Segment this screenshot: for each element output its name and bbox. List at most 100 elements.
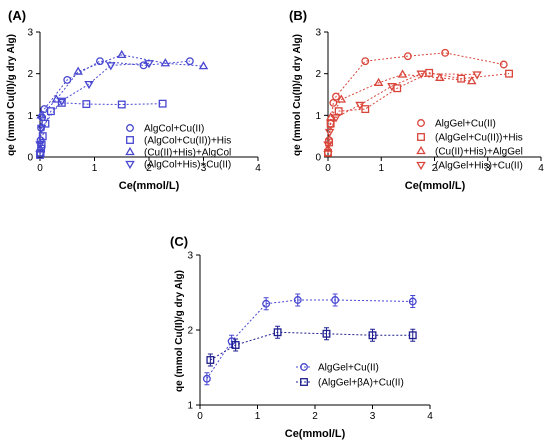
data-point [139, 61, 148, 70]
data-point [202, 374, 211, 383]
data-point [106, 62, 116, 71]
data-point [84, 80, 94, 90]
x-tick-label: 1 [92, 163, 98, 174]
y-tick-label: 3 [27, 28, 33, 39]
panel-label: (A) [8, 8, 26, 23]
legend-item: (AlgCol+Cu(II))+His [126, 136, 231, 147]
data-point [198, 61, 209, 70]
data-point [73, 66, 83, 75]
y-tick-label: 2 [27, 69, 33, 80]
data-point [323, 143, 333, 152]
data-point [63, 75, 72, 84]
data-point [441, 48, 450, 57]
data-point [262, 299, 271, 308]
data-point [95, 57, 104, 66]
series-line [210, 331, 413, 361]
legend-label: AlgCol+Cu(II) [144, 124, 204, 135]
data-point [57, 98, 66, 107]
x-tick-label: 2 [432, 163, 438, 174]
data-point [408, 331, 417, 340]
series-2 [206, 325, 417, 367]
y-axis-label: qe (mmol Cu(II)/g dry Alg) [174, 270, 185, 392]
data-point [331, 114, 341, 123]
data-point [38, 132, 47, 141]
x-tick-label: 4 [255, 163, 261, 174]
x-tick-label: 1 [378, 163, 384, 174]
x-tick-label: 2 [146, 163, 152, 174]
series-line [206, 299, 413, 380]
legend-marker [416, 161, 426, 171]
y-axis-label: qe (mmol Cu(II)/g dry Alg) [6, 34, 17, 156]
data-point [408, 297, 417, 306]
y-axis-label: qe (mmol Cu(II)/g dry Alg) [292, 34, 303, 156]
data-point [393, 84, 402, 93]
y-tick-label: 1 [27, 111, 33, 122]
legend-marker [417, 119, 425, 127]
chart-panel-1: (A) 0 1 2 3 4 0 1 2 3 Ce(mmol/L) qe (mmol Cu(II)/g … [6, 8, 261, 192]
x-tick-label: 0 [37, 163, 43, 174]
legend-marker [125, 160, 135, 170]
data-point [361, 57, 370, 66]
data-point [505, 69, 513, 78]
chart-panel-2: (B) 0 1 2 3 4 0 1 2 3 Ce(mmol/L) qe (mmol Cu(II)/g … [289, 8, 544, 192]
series-4 [35, 60, 154, 150]
data-point [373, 77, 384, 86]
data-point [273, 328, 282, 337]
legend-marker [126, 124, 134, 132]
data-point [355, 101, 365, 111]
series-line [327, 73, 472, 149]
panel-label: (B) [289, 8, 307, 23]
data-point [397, 69, 408, 78]
y-tick-label: 3 [187, 251, 193, 262]
legend-label: (AlgGel+His)+Cu(II) [435, 161, 523, 172]
data-point [116, 49, 127, 59]
legend-marker [125, 146, 135, 156]
data-point [361, 105, 370, 114]
x-tick-label: 3 [370, 411, 376, 422]
data-point [57, 97, 67, 106]
legend-marker [416, 145, 426, 155]
data-point [472, 71, 482, 80]
legend-marker [417, 133, 425, 141]
series-4 [323, 70, 482, 150]
series-3 [35, 49, 209, 152]
data-point [336, 94, 347, 103]
series-line [39, 62, 150, 145]
legend-item: (AlgCol+His)+Cu(II) [125, 160, 231, 171]
data-point [322, 329, 331, 338]
legend-label: (AlgGel+Cu(II))+His [435, 133, 523, 144]
legend-label: (AlgCol+His)+Cu(II) [144, 160, 231, 171]
data-point [425, 68, 434, 77]
x-tick-label: 2 [312, 411, 318, 422]
data-point [324, 128, 335, 138]
data-point [231, 341, 240, 349]
x-tick-label: 0 [325, 163, 331, 174]
legend-label: (Cu(II)+His)+AlgGel [435, 147, 523, 158]
data-point [368, 331, 377, 340]
y-tick-label: 2 [187, 326, 193, 337]
data-point [144, 60, 154, 69]
data-point [160, 58, 171, 67]
x-axis-label: Ce(mmol/L) [119, 180, 180, 192]
y-tick-label: 2 [315, 69, 321, 80]
data-point [332, 92, 340, 101]
x-tick-label: 3 [201, 163, 207, 174]
series-3 [323, 69, 477, 152]
x-tick-label: 4 [538, 163, 544, 174]
legend-item: (AlgGel+His)+Cu(II) [416, 161, 523, 172]
legend-item: (AlgGel+βA)+Cu(II) [296, 378, 404, 389]
data-point [499, 60, 508, 69]
x-tick-label: 1 [255, 411, 261, 422]
data-point [403, 52, 412, 61]
series-line [327, 52, 504, 153]
x-axis-label: Ce(mmol/L) [405, 180, 466, 192]
series-1 [202, 293, 417, 386]
data-point [323, 141, 333, 150]
legend-item: (AlgGel+Cu(II))+His [417, 133, 523, 144]
series-line [39, 54, 204, 149]
data-point [331, 296, 340, 304]
data-point [185, 57, 194, 66]
y-tick-label: 0 [315, 153, 321, 164]
